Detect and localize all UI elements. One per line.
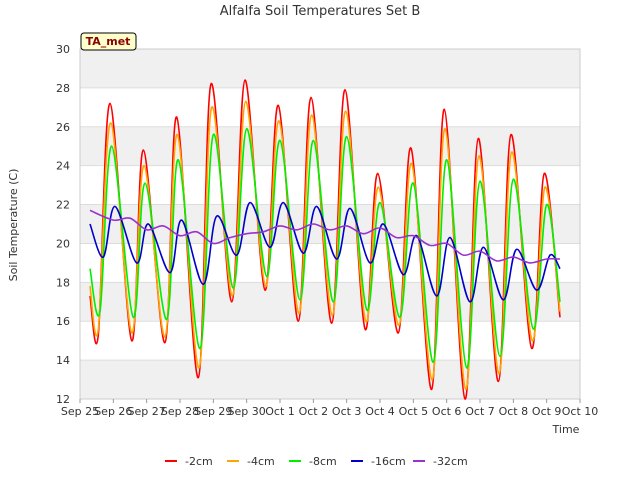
ta-met-badge-label: TA_met (86, 35, 131, 48)
legend-label: -4cm (247, 455, 275, 468)
x-tick-label: Sep 30 (228, 405, 266, 418)
legend-label: -8cm (309, 455, 337, 468)
y-tick-labels: 12 14 16 18 20 22 24 26 28 30 (56, 43, 70, 406)
series-layer (89, 79, 561, 400)
x-tick-label: Oct 10 (562, 405, 599, 418)
y-tick-label: 20 (56, 237, 70, 250)
y-tick-label: 16 (56, 315, 70, 328)
y-tick-label: 30 (56, 43, 70, 56)
x-tick-label: Oct 8 (499, 405, 529, 418)
x-tick-label: Oct 2 (299, 405, 329, 418)
x-tick-label: Sep 25 (61, 405, 99, 418)
x-tick-label: Oct 4 (365, 405, 395, 418)
legend-label: -16cm (371, 455, 406, 468)
x-tick-label: Sep 29 (194, 405, 232, 418)
series-line-4cmcm (89, 100, 561, 391)
background-band (80, 204, 580, 244)
y-axis-label: Soil Temperature (C) (7, 169, 20, 282)
x-tick-label: Sep 28 (161, 405, 199, 418)
x-tick-label: Oct 7 (465, 405, 495, 418)
chart-title: Alfalfa Soil Temperatures Set B (220, 4, 421, 19)
background-band (80, 49, 580, 88)
x-tick-label: Oct 3 (332, 405, 362, 418)
background-band (80, 360, 580, 399)
background-band (80, 126, 580, 166)
plot-frame (79, 48, 581, 400)
x-tick-label: Sep 26 (94, 405, 132, 418)
y-tick-label: 24 (56, 160, 70, 173)
legend: -2cm -4cm -8cm -16cm -32cm (165, 455, 468, 468)
legend-label: -2cm (185, 455, 213, 468)
series-line-16cmcm (89, 201, 561, 303)
ta-met-badge: TA_met (80, 32, 137, 51)
series-line-32cmcm (89, 209, 561, 264)
x-tick-label: Sep 27 (128, 405, 166, 418)
y-tick-label: 22 (56, 199, 70, 212)
legend-label: -32cm (433, 455, 468, 468)
x-tick-label: Oct 5 (399, 405, 429, 418)
x-tick-label: Oct 6 (432, 405, 462, 418)
y-tick-label: 26 (56, 121, 70, 134)
x-tick-label: Oct 1 (265, 405, 295, 418)
x-tick-label: Oct 9 (532, 405, 562, 418)
y-tick-label: 18 (56, 276, 70, 289)
y-tick-label: 28 (56, 82, 70, 95)
x-axis-label: Time (552, 423, 580, 436)
y-tick-label: 14 (56, 354, 70, 367)
y-tick-label: 12 (56, 393, 70, 406)
